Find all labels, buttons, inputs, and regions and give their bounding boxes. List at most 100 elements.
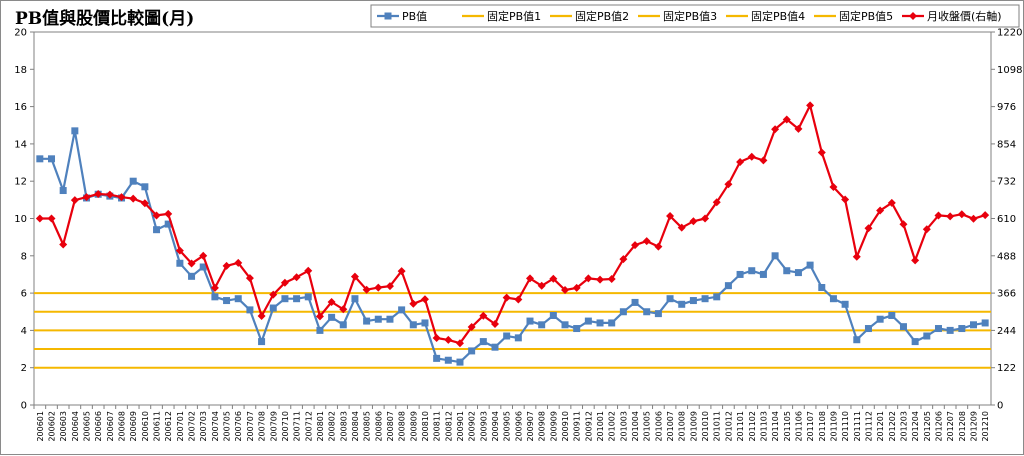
x-axis-tick-label: 201107 [806,411,815,442]
price-point [701,214,710,223]
x-axis-tick-label: 201010 [701,411,710,442]
left-axis-tick-label: 18 [14,65,27,76]
legend-box [370,4,1020,28]
price-point [339,305,348,314]
x-axis-tick-label: 201112 [864,411,873,442]
price-point [280,278,289,287]
price-point [444,335,453,344]
pb-point [491,343,499,351]
price-point [432,334,441,343]
x-axis-tick-label: 201008 [678,411,687,442]
pb-point [48,155,56,163]
price-point [794,124,803,133]
x-axis-tick-label: 201204 [911,411,920,442]
price-point [210,283,219,292]
pb-point [164,220,172,228]
pb-point [608,319,616,327]
pb-point [701,295,709,303]
x-axis-tick-label: 200612 [164,411,173,442]
x-axis-tick-label: 201111 [853,411,862,442]
series-line-月收盤價(右軸) [39,104,986,345]
pb-point [316,326,324,334]
x-axis-tick-label: 201203 [899,411,908,442]
pb-point [864,325,872,333]
legend-entry: 固定PB值4 [751,9,805,23]
price-point [561,286,570,295]
pb-point [141,183,149,191]
pb-point [36,155,44,163]
pb-point [398,306,406,314]
x-axis-tick-label: 200905 [503,411,512,442]
x-axis-tick-label: 201005 [643,411,652,442]
price-point [771,125,780,134]
price-point [631,241,640,250]
pb-point [934,325,942,333]
right-axis-tick-label: 854 [997,139,1016,150]
x-axis-tick-label: 200712 [304,411,313,442]
price-point [911,256,920,265]
pb-point [794,269,802,277]
price-point [946,212,955,221]
price-point [117,193,126,202]
price-point [420,295,429,304]
pb-point [666,295,674,303]
x-axis-tick-label: 200710 [281,411,290,442]
x-axis-tick-label: 201104 [771,411,780,442]
x-axis-tick-label: 201201 [876,411,885,442]
x-axis-tick-label: 200911 [573,411,582,442]
price-point [385,282,394,291]
pb-point [923,332,931,340]
price-point [607,275,616,284]
price-point [187,259,196,268]
pb-point [258,338,266,346]
pb-point [281,295,289,303]
pb-point [631,298,639,306]
price-point [82,193,91,202]
x-axis-tick-label: 200902 [468,411,477,442]
legend-entry: 固定PB值2 [575,9,629,23]
pb-point [596,319,604,327]
price-point [782,115,791,124]
price-point [584,274,593,283]
legend-marker [384,12,392,20]
pb-point [71,127,79,135]
x-axis-tick-label: 200704 [211,411,220,442]
price-point [747,152,756,161]
x-axis-tick-label: 200601 [36,411,45,442]
pb-point [969,321,977,329]
pb-point [899,323,907,331]
pb-point [246,306,254,314]
price-point [350,272,359,281]
price-point [362,285,371,294]
price-point [292,273,301,282]
price-point [152,211,161,220]
x-axis-tick-label: 200708 [258,411,267,442]
pb-point [841,300,849,308]
x-axis-tick-label: 200608 [118,411,127,442]
x-axis-tick-label: 200603 [59,411,68,442]
price-point [666,212,675,221]
price-point [47,214,56,223]
x-axis-tick-label: 200803 [339,411,348,442]
price-point [479,311,488,320]
pb-point [503,332,511,340]
pb-point [759,270,767,278]
x-axis-tick-label: 201106 [794,411,803,442]
right-axis-tick-label: 1098 [997,65,1022,76]
left-axis-tick-label: 10 [14,214,27,225]
chart-title: PB值與股價比較圖(月) [15,8,194,29]
legend: PB值 固定PB值1 固定PB值2 固定PB值3 固定PB值4 固定PB值5 月收盤價(右軸… [370,4,1020,28]
x-axis-tick-label: 200806 [374,411,383,442]
left-axis-tick-label: 8 [21,251,27,262]
price-point [234,258,243,267]
price-point [409,299,418,308]
price-point [164,209,173,218]
price-point [304,266,313,275]
price-point [981,211,990,220]
x-axis-tick-label: 200605 [83,411,92,442]
pb-point [433,354,441,362]
pb-point [339,321,347,329]
x-axis-tick-label: 201205 [923,411,932,442]
series-line-PB值 [39,129,986,364]
x-axis-tick-label: 201206 [934,411,943,442]
